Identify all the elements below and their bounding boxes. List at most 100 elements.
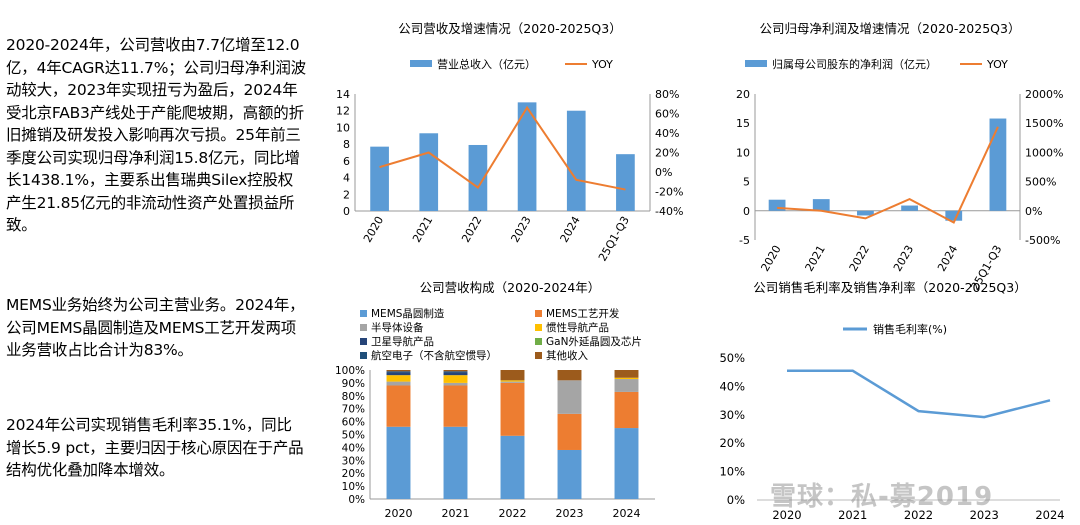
stack-segment — [443, 371, 468, 373]
bar — [857, 210, 874, 216]
y-tick-label: 10% — [719, 465, 745, 479]
x-tick-label: 2022 — [499, 507, 527, 520]
x-tick-label: 2023 — [508, 214, 533, 245]
y-tick-label: 10 — [736, 146, 750, 159]
bar — [945, 210, 963, 221]
stack-segment — [500, 370, 525, 381]
legend-swatch — [535, 352, 542, 359]
legend-bar-label: 归属母公司股东的净利润（亿元） — [772, 57, 937, 71]
y-tick-label: 14 — [336, 88, 350, 101]
stack-segment — [557, 413, 582, 450]
y-tick-label: 0 — [743, 205, 750, 218]
stack-segment — [500, 381, 525, 383]
stack-segment — [614, 391, 639, 429]
summary-paragraph-revenue: 2020-2024年，公司营收由7.7亿增至12.0亿，4年CAGR达11.7%… — [6, 36, 306, 234]
legend-label: GaN外延晶圆及芯片 — [546, 335, 642, 348]
stack-segment — [386, 370, 411, 372]
y-tick-label: 40% — [719, 379, 745, 393]
y2-tick-label: 1500% — [1025, 117, 1063, 130]
legend-swatch — [535, 310, 542, 317]
chart4-title: 公司销售毛利率及销售净利率（2020-2025Q3） — [753, 280, 1027, 295]
y-tick-label: 30% — [342, 455, 365, 467]
yoy-line — [379, 105, 626, 191]
legend-bar-swatch — [745, 60, 767, 67]
y-tick-label: 6 — [343, 155, 350, 168]
chart-gross-margin: 销售毛利率(%) 0% 10% 20% 30% 40% 50% 2020 2021 2022 202… — [719, 322, 1064, 522]
legend-label: MEMS工艺开发 — [546, 307, 620, 320]
y-tick-label: 15 — [736, 117, 750, 130]
bar — [989, 118, 1007, 211]
y2-tick-label: 0% — [1025, 205, 1042, 218]
y2-tick-label: 0% — [655, 166, 672, 179]
legend-line-label: YOY — [986, 58, 1008, 71]
gross-margin-line — [787, 369, 1051, 419]
y-tick-label: -5 — [739, 234, 750, 247]
legend-swatch — [360, 352, 367, 359]
x-tick-label: 2022 — [847, 243, 872, 274]
legend-label: 航空电子（不含航空惯导） — [371, 349, 497, 362]
chart2-title: 公司归母净利润及增速情况（2020-2025Q3） — [759, 21, 1021, 36]
y-tick-label: 10 — [336, 121, 350, 134]
y2-tick-label: 500% — [1025, 176, 1056, 189]
y-tick-label: 30% — [719, 408, 745, 422]
stack-segment — [386, 381, 411, 386]
y2-tick-label: 1000% — [1025, 146, 1063, 159]
y-tick-label: 100% — [335, 365, 365, 377]
stack-segment — [443, 375, 468, 383]
y-tick-label: 2 — [343, 188, 350, 201]
y-tick-label: 0 — [343, 205, 350, 218]
x-tick-label: 2023 — [970, 508, 999, 522]
x-tick-label: 2020 — [361, 214, 386, 245]
stack-segment — [386, 371, 411, 373]
x-tick-label: 2020 — [758, 243, 783, 274]
y-tick-label: 50% — [719, 351, 745, 365]
stack-segment — [443, 426, 468, 499]
y-tick-label: 4 — [343, 172, 350, 185]
stack-segment — [614, 377, 639, 380]
yoy-line — [777, 126, 999, 224]
stack-segment — [614, 428, 639, 499]
legend-label: 其他收入 — [546, 349, 588, 362]
stack-segment — [500, 435, 525, 499]
x-tick-label: 2021 — [410, 214, 435, 245]
legend-swatch — [535, 324, 542, 331]
summary-paragraph-mems: MEMS业务始终为公司主营业务。2024年，公司MEMS晶圆制造及MEMS工艺开… — [6, 296, 305, 359]
y-tick-label: 90% — [342, 378, 365, 390]
bar — [768, 199, 786, 211]
legend-label: MEMS晶圆制造 — [371, 307, 445, 320]
x-tick-label: 2023 — [891, 243, 916, 274]
y2-tick-label: 40% — [655, 127, 679, 140]
y-tick-label: 20% — [719, 436, 745, 450]
chart1-title: 公司营收及增速情况（2020-2025Q3） — [398, 21, 622, 36]
stack-segment — [557, 370, 582, 381]
y-tick-label: 40% — [342, 442, 365, 454]
y-tick-label: 60% — [342, 417, 365, 429]
x-tick-label: 2024 — [935, 243, 960, 274]
stack-segment — [386, 385, 411, 427]
y-tick-label: 10% — [342, 481, 365, 493]
stack-segment — [386, 372, 411, 376]
legend-swatch — [535, 338, 542, 345]
y-tick-label: 70% — [342, 404, 365, 416]
legend-label: 半导体设备 — [371, 321, 424, 334]
x-tick-label: 2021 — [838, 508, 867, 522]
x-tick-label: 2022 — [459, 214, 484, 245]
y-tick-label: 0% — [727, 493, 745, 507]
bar — [901, 205, 918, 211]
legend-label: 惯性导航产品 — [546, 321, 609, 334]
y-tick-label: 20% — [342, 468, 365, 480]
x-tick-label: 2020 — [385, 507, 413, 520]
y-tick-label: 20 — [736, 88, 750, 101]
y2-tick-label: 80% — [655, 88, 679, 101]
stack-segment — [386, 375, 411, 382]
x-tick-label: 2020 — [772, 508, 801, 522]
chart3-title: 公司营收构成（2020-2024年） — [419, 280, 601, 295]
y-tick-label: 12 — [336, 105, 350, 118]
stack-segment — [500, 380, 525, 382]
bar — [370, 146, 389, 211]
stack-segment — [557, 449, 582, 499]
x-tick-label: 2021 — [442, 507, 470, 520]
legend-swatch — [360, 338, 367, 345]
watermark: 雪球：私-募2019 — [770, 482, 994, 512]
y2-tick-label: -40% — [655, 205, 683, 218]
